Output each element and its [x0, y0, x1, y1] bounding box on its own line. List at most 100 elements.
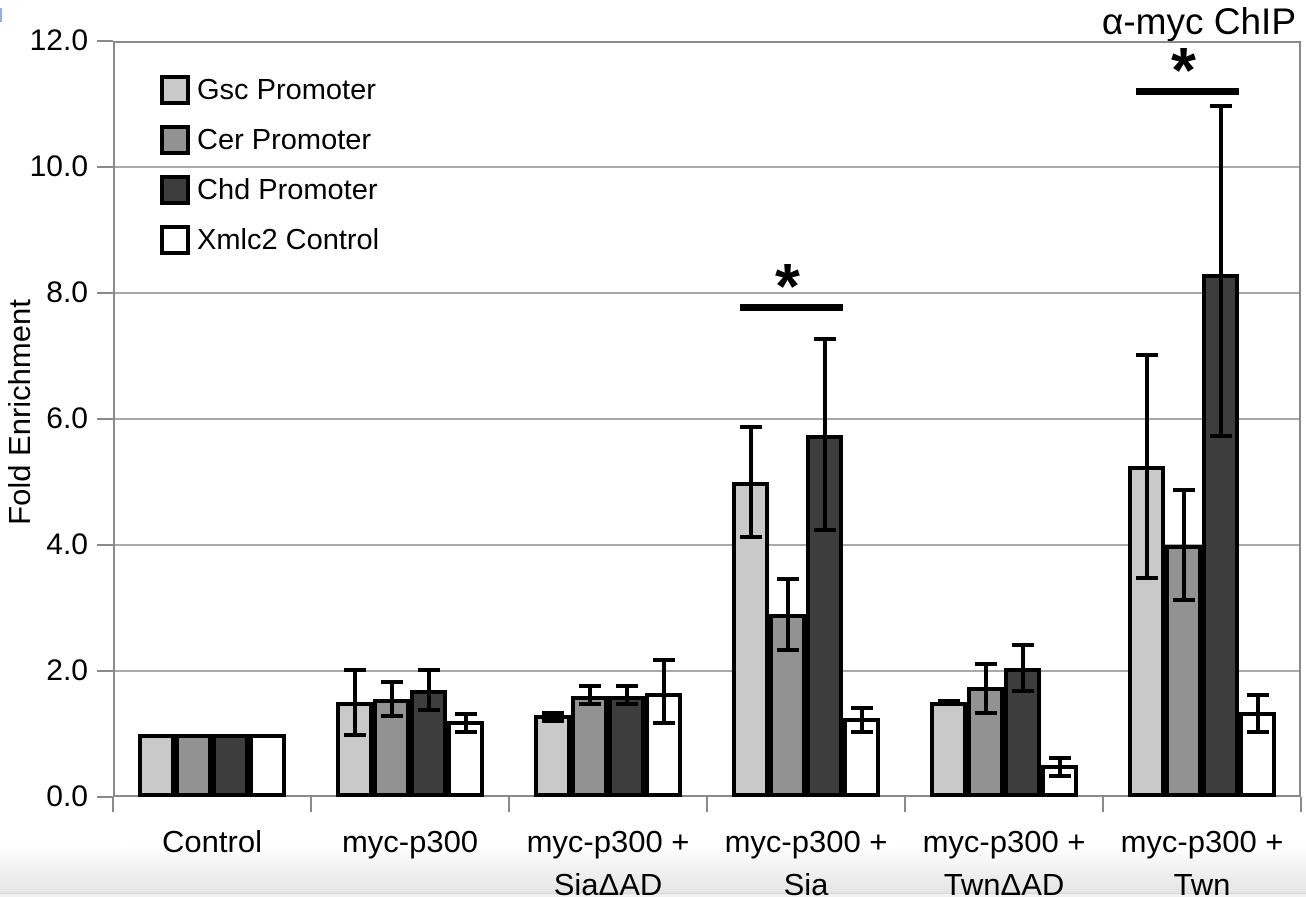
x-category-label: myc-p300 + Sia [707, 820, 905, 897]
error-bar-line [352, 667, 357, 738]
y-tick [97, 418, 113, 420]
bar [534, 715, 571, 797]
x-category-label: myc-p300 + SiaΔAD [509, 820, 707, 897]
y-tick-label: 6.0 [46, 402, 88, 435]
x-tick [112, 797, 114, 812]
error-bar-cap-top [1209, 104, 1232, 108]
bar [175, 734, 212, 797]
error-bar-cap-bottom [1209, 433, 1232, 438]
error-bar [417, 667, 440, 712]
x-tick [1300, 797, 1302, 812]
error-bar-line [1020, 642, 1025, 694]
legend-swatch-chd-promoter [160, 175, 190, 205]
x-category-label-line: Control [162, 824, 262, 859]
y-tick [97, 40, 113, 42]
y-tick [97, 796, 113, 798]
error-bar-line [785, 576, 790, 653]
legend-swatch-cer-promoter [160, 125, 190, 155]
bar [138, 734, 175, 797]
legend-swatch-gsc-promoter [160, 75, 190, 105]
legend-item: Xmlc2 Control [160, 215, 379, 265]
error-bar-cap-bottom [813, 528, 836, 533]
error-bar [1135, 352, 1158, 580]
legend-label: Gsc Promoter [197, 73, 376, 106]
error-bar [974, 661, 997, 716]
error-bar-cap-top [776, 576, 799, 581]
error-bar-cap-bottom [380, 714, 403, 719]
error-bar-cap-top [1011, 642, 1034, 647]
legend-label: Xmlc2 Control [197, 223, 380, 256]
x-category-label-line: myc-p300 + [1120, 824, 1284, 859]
legend-item: Chd Promoter [160, 165, 379, 215]
error-bar [615, 683, 638, 706]
error-bar-cap-top [615, 683, 638, 688]
error-bar-cap-top [578, 683, 601, 688]
error-bar-cap-bottom [615, 701, 638, 706]
error-bar [1209, 104, 1232, 438]
plot-frame-top [113, 41, 1301, 43]
error-bar [454, 711, 477, 734]
x-category-label-line: myc-p300 [341, 824, 479, 859]
error-bar [1246, 693, 1269, 734]
y-tick-label: 8.0 [46, 276, 88, 309]
bar [732, 482, 769, 797]
legend-item: Cer Promoter [160, 115, 379, 165]
x-category-label: Control [113, 820, 311, 863]
error-bar-line [661, 658, 666, 725]
x-category-label-line: Sia [783, 867, 829, 897]
gridline [113, 418, 1301, 420]
error-bar-cap-bottom [739, 534, 762, 539]
legend-label: Cer Promoter [197, 123, 372, 156]
error-bar-cap-bottom [652, 720, 675, 725]
x-category-label-line: Twn [1173, 867, 1231, 897]
error-bar-line [1218, 104, 1223, 438]
bar [930, 702, 967, 797]
error-bar [1172, 488, 1195, 602]
error-bar-line [859, 705, 864, 734]
error-bar [380, 680, 403, 719]
x-axis-line [113, 795, 1301, 797]
x-tick [508, 797, 510, 812]
y-tick-label: 10.0 [29, 150, 88, 183]
error-bar-cap-top [974, 661, 997, 666]
bar [1128, 466, 1165, 797]
error-bar [652, 658, 675, 725]
error-bar-cap-top [850, 705, 873, 710]
error-bar-cap-bottom [1048, 774, 1071, 779]
x-category-label-line: SiaΔAD [553, 867, 663, 897]
x-category-label-line: myc-p300 + [724, 824, 888, 859]
gridline [113, 670, 1301, 672]
plot-area: * * [113, 38, 1301, 797]
error-bar [541, 710, 564, 723]
error-bar-cap-bottom [454, 729, 477, 734]
legend-label: Chd Promoter [197, 173, 378, 206]
error-bar [739, 425, 762, 539]
legend-swatch-xmlc2-control [160, 225, 190, 255]
error-bar-line [748, 425, 753, 539]
legend: Gsc Promoter Cer Promoter Chd Promoter Xmlc… [160, 65, 379, 265]
error-bar-line [1255, 693, 1260, 734]
gridline [113, 292, 1301, 294]
error-bar-cap-bottom [541, 718, 564, 723]
x-tick [310, 797, 312, 812]
bottom-strip [0, 893, 1306, 897]
gridline [113, 166, 1301, 168]
error-bar-cap-top [739, 425, 762, 430]
y-tick-label: 4.0 [46, 528, 88, 561]
bottom-gradient-band [0, 845, 1306, 893]
error-bar-cap-bottom [974, 711, 997, 716]
error-bar-cap-top [454, 711, 477, 716]
y-tick-label: 0.0 [46, 780, 88, 813]
x-tick [706, 797, 708, 812]
x-category-label-line: TwnΔAD [943, 867, 1065, 897]
y-tick [97, 292, 113, 294]
significance-line [1135, 88, 1239, 96]
error-bar-cap-top [541, 710, 564, 715]
error-bar [850, 705, 873, 734]
error-bar [776, 576, 799, 653]
error-bar-cap-top [1048, 756, 1071, 761]
x-tick [904, 797, 906, 812]
x-category-label: myc-p300 [311, 820, 509, 863]
error-bar-cap-top [343, 667, 366, 672]
